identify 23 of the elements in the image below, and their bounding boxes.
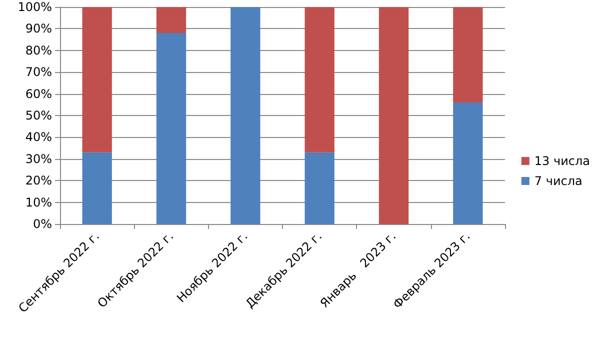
bar: [156, 33, 186, 224]
legend-label: 13 числа: [534, 154, 590, 168]
y-tick-label: 100%: [18, 0, 52, 14]
y-tick-label: 60%: [25, 86, 52, 101]
bar: [230, 7, 260, 224]
bar: [82, 152, 112, 224]
y-tick-label: 70%: [25, 65, 52, 80]
bar: [453, 7, 483, 102]
y-tick-label: 80%: [25, 43, 52, 58]
y-tick-label: 30%: [25, 152, 52, 166]
bar: [156, 7, 186, 34]
bar: [453, 102, 483, 224]
y-tick-label: 20%: [25, 174, 52, 188]
bar: [304, 152, 334, 224]
bar: [82, 7, 112, 152]
bar: [304, 7, 334, 152]
y-tick-label: 0%: [32, 217, 52, 231]
bar: [378, 7, 409, 224]
y-tick-label: 50%: [25, 108, 52, 122]
legend-label: 7 числа: [534, 174, 582, 188]
y-tick-label: 40%: [25, 130, 52, 144]
y-tick-label: 10%: [25, 195, 52, 210]
y-tick-label: 90%: [25, 22, 52, 36]
